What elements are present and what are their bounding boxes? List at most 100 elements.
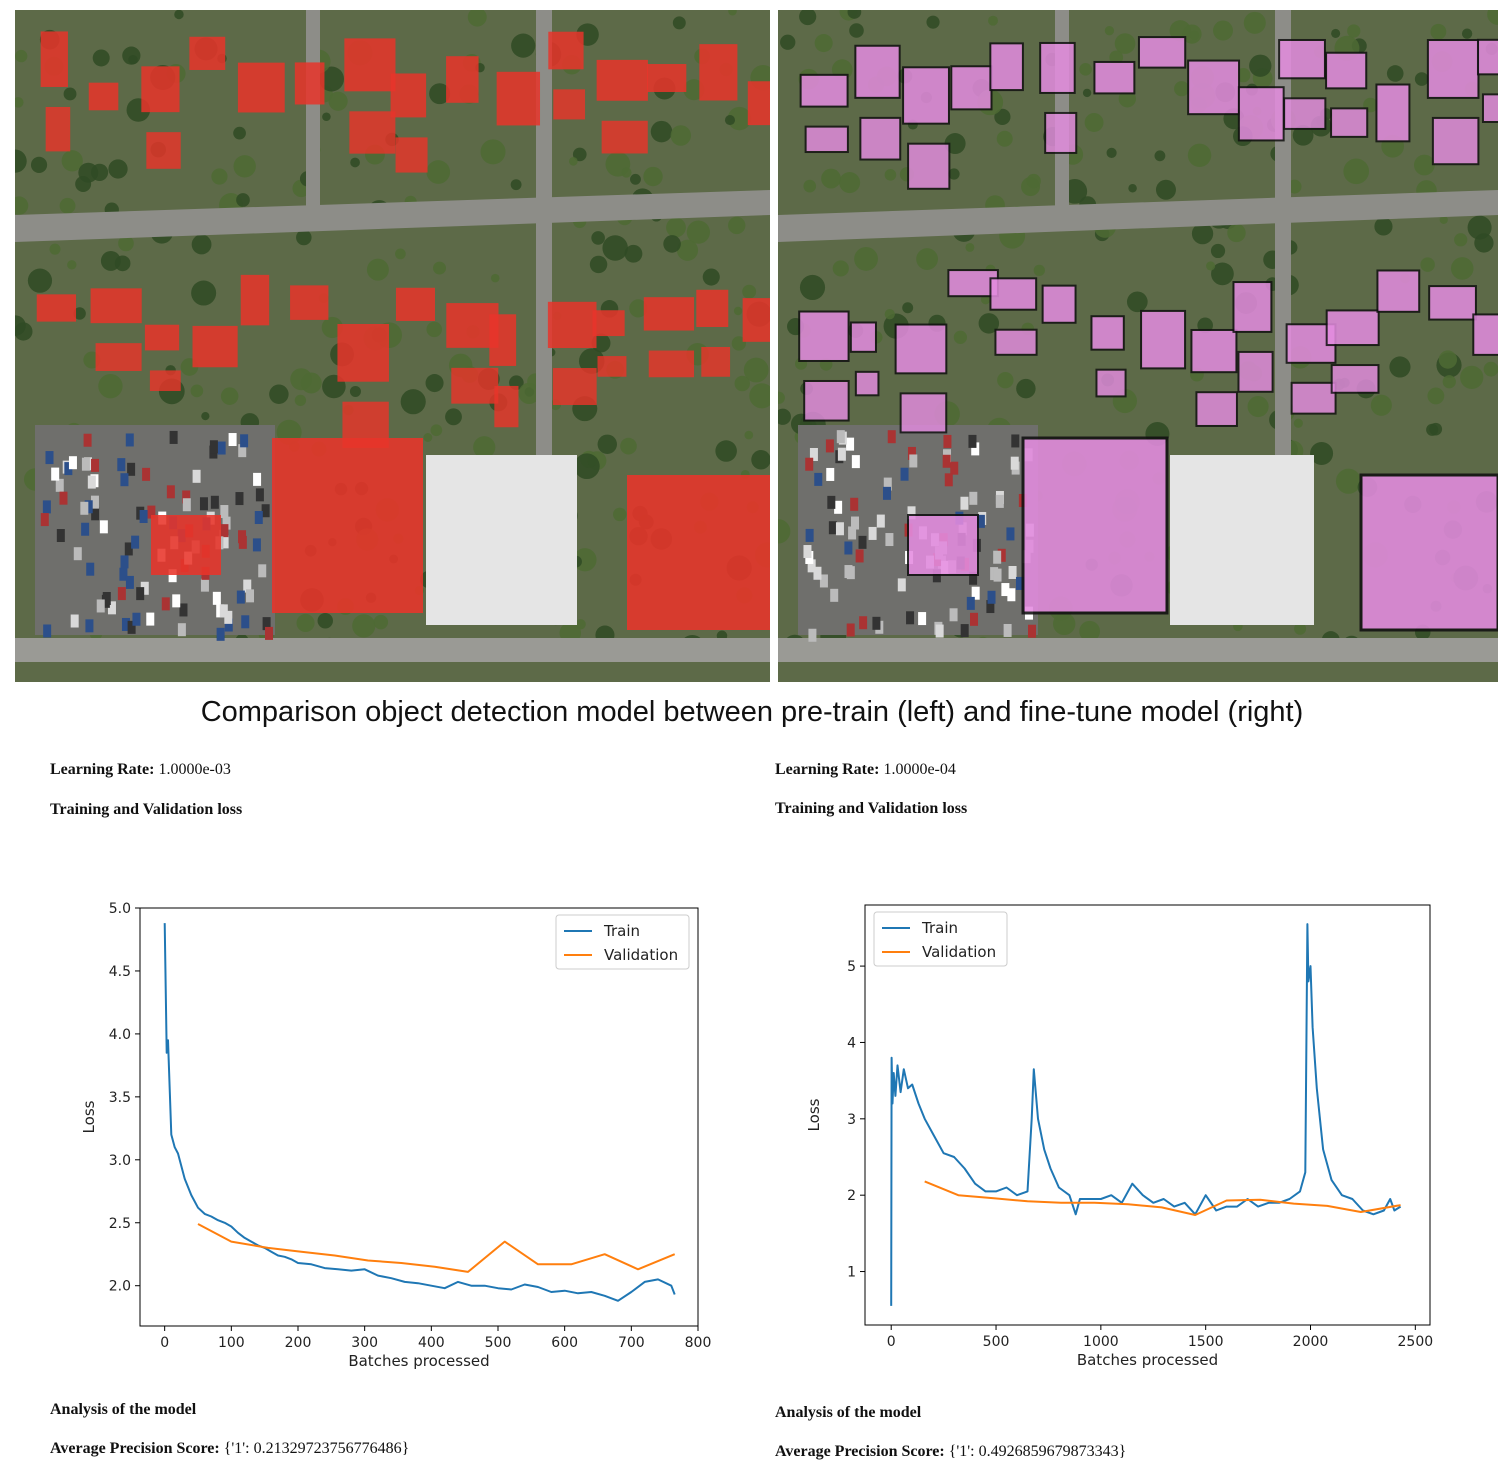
car bbox=[99, 520, 108, 534]
tree bbox=[201, 412, 210, 421]
car bbox=[179, 603, 188, 617]
tree bbox=[778, 408, 791, 425]
car bbox=[212, 591, 221, 605]
car bbox=[900, 467, 909, 481]
tree bbox=[322, 112, 331, 122]
tree bbox=[728, 10, 737, 16]
x-tick-label: 0 bbox=[887, 1334, 896, 1350]
tree bbox=[73, 307, 86, 320]
tree bbox=[510, 179, 522, 191]
car bbox=[182, 490, 191, 504]
car bbox=[825, 439, 834, 453]
car bbox=[858, 535, 867, 549]
figure-caption: Comparison object detection model betwee… bbox=[200, 696, 1304, 728]
car bbox=[182, 498, 191, 512]
car bbox=[119, 567, 128, 581]
tree bbox=[670, 125, 692, 146]
tree bbox=[425, 374, 444, 393]
x-tick-label: 800 bbox=[685, 1335, 712, 1351]
detected-house bbox=[849, 321, 877, 353]
detected-house bbox=[950, 65, 993, 111]
road-horizontal bbox=[15, 190, 770, 242]
car bbox=[147, 505, 156, 519]
tree bbox=[1430, 23, 1447, 40]
tree bbox=[702, 268, 720, 286]
tree bbox=[953, 330, 968, 344]
tree bbox=[1438, 350, 1458, 369]
car bbox=[909, 454, 918, 468]
tree bbox=[445, 408, 462, 426]
detected-house bbox=[144, 324, 180, 351]
detected-house bbox=[696, 289, 729, 327]
tree bbox=[98, 373, 123, 399]
tree bbox=[480, 139, 506, 165]
x-axis-label: Batches processed bbox=[1077, 1351, 1218, 1369]
learning-rate-right: Learning Rate: 1.0000e-04 bbox=[775, 761, 956, 779]
car bbox=[826, 467, 835, 481]
car bbox=[883, 477, 892, 491]
analysis-heading-right: Analysis of the model bbox=[775, 1404, 921, 1422]
x-tick-label: 2000 bbox=[1293, 1334, 1329, 1350]
car bbox=[121, 617, 130, 631]
tree bbox=[211, 168, 228, 185]
detected-house bbox=[1330, 364, 1380, 394]
detected-house bbox=[1481, 93, 1498, 123]
detected-house bbox=[994, 328, 1038, 356]
tree bbox=[605, 151, 631, 177]
car bbox=[1008, 565, 1017, 579]
car bbox=[872, 616, 881, 630]
detected-house bbox=[1283, 97, 1327, 130]
car bbox=[262, 617, 271, 631]
detected-house bbox=[989, 42, 1024, 92]
detected-house bbox=[1195, 391, 1238, 427]
car bbox=[1027, 624, 1036, 638]
car bbox=[882, 486, 891, 500]
car bbox=[846, 437, 855, 451]
detected-house bbox=[149, 370, 181, 391]
car bbox=[85, 619, 94, 633]
loss-heading-left: Training and Validation loss bbox=[50, 801, 242, 819]
detected-house bbox=[1093, 60, 1136, 95]
x-tick-label: 500 bbox=[485, 1335, 512, 1351]
tree bbox=[630, 173, 641, 185]
detected-house bbox=[1428, 285, 1477, 321]
tree bbox=[236, 193, 250, 207]
tree bbox=[433, 261, 447, 275]
tree bbox=[1429, 422, 1443, 436]
tree bbox=[1389, 356, 1411, 378]
tree bbox=[300, 372, 322, 394]
detected-house bbox=[1041, 284, 1077, 324]
tree bbox=[349, 385, 361, 397]
car bbox=[216, 627, 225, 641]
tree bbox=[994, 108, 1011, 125]
tree bbox=[15, 49, 28, 63]
detected-house bbox=[699, 44, 738, 101]
tree bbox=[884, 309, 895, 320]
tree bbox=[429, 83, 451, 105]
car bbox=[80, 501, 89, 515]
detected-house bbox=[90, 288, 142, 324]
tree bbox=[430, 424, 443, 437]
car bbox=[876, 514, 885, 528]
y-tick-label: 3 bbox=[847, 1112, 856, 1128]
car bbox=[813, 566, 822, 580]
detected-house bbox=[1431, 116, 1480, 166]
detected-house bbox=[552, 368, 597, 405]
tree bbox=[511, 33, 536, 58]
x-tick-label: 2500 bbox=[1398, 1334, 1434, 1350]
detected-house bbox=[799, 73, 849, 108]
tree bbox=[751, 450, 770, 470]
tree bbox=[847, 10, 862, 19]
car bbox=[803, 545, 812, 559]
tree bbox=[1374, 217, 1393, 236]
warehouse-roof bbox=[1170, 455, 1314, 625]
car bbox=[255, 488, 264, 502]
road-vertical bbox=[1055, 10, 1069, 210]
tree bbox=[569, 157, 578, 166]
car bbox=[836, 430, 845, 444]
tree bbox=[663, 235, 681, 253]
tree bbox=[624, 244, 643, 263]
car bbox=[228, 433, 237, 447]
y-tick-label: 3.0 bbox=[109, 1153, 131, 1169]
car bbox=[55, 478, 64, 492]
